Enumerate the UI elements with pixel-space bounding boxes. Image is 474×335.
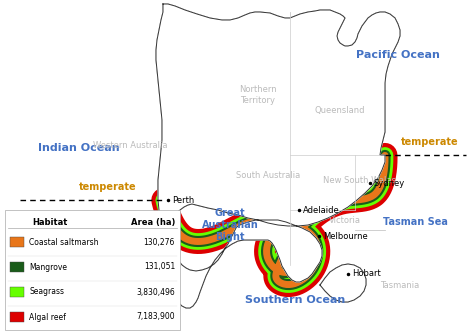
Text: Southern Ocean: Southern Ocean xyxy=(245,295,345,305)
Text: Pacific Ocean: Pacific Ocean xyxy=(356,50,440,60)
Text: Algal reef: Algal reef xyxy=(29,313,66,322)
Text: Perth: Perth xyxy=(172,196,194,204)
Text: 3,830,496: 3,830,496 xyxy=(136,287,175,296)
Bar xyxy=(10,287,24,297)
Text: Tasmania: Tasmania xyxy=(380,280,419,289)
Text: Coastal saltmarsh: Coastal saltmarsh xyxy=(29,238,99,247)
Text: Queensland: Queensland xyxy=(315,106,365,115)
Text: Area (ha): Area (ha) xyxy=(131,217,175,226)
Bar xyxy=(10,262,24,272)
Text: Seagrass: Seagrass xyxy=(29,287,64,296)
Bar xyxy=(10,237,24,247)
Polygon shape xyxy=(156,4,400,308)
Text: Northern
Territory: Northern Territory xyxy=(239,85,277,105)
Text: Habitat: Habitat xyxy=(32,217,67,226)
Polygon shape xyxy=(320,264,366,302)
Text: Hobart: Hobart xyxy=(352,269,381,278)
Text: temperate: temperate xyxy=(401,137,459,147)
Text: Tasman Sea: Tasman Sea xyxy=(383,217,448,227)
Text: Mangrove: Mangrove xyxy=(29,263,67,271)
Text: Victoria: Victoria xyxy=(329,215,361,224)
Text: New South Wales: New South Wales xyxy=(323,176,396,185)
Text: Adelaide: Adelaide xyxy=(303,205,340,214)
Text: temperate: temperate xyxy=(79,182,137,192)
Text: 130,276: 130,276 xyxy=(144,238,175,247)
Polygon shape xyxy=(156,4,400,308)
Text: Sydney: Sydney xyxy=(374,179,405,188)
Text: Melbourne: Melbourne xyxy=(323,231,368,241)
Bar xyxy=(10,312,24,322)
Text: Western Australia: Western Australia xyxy=(93,140,167,149)
Text: 7,183,900: 7,183,900 xyxy=(137,313,175,322)
Polygon shape xyxy=(320,264,366,302)
Text: 131,051: 131,051 xyxy=(144,263,175,271)
Text: Great
Australian
Bight: Great Australian Bight xyxy=(201,208,258,242)
Text: South Australia: South Australia xyxy=(236,171,300,180)
Text: Indian Ocean: Indian Ocean xyxy=(38,143,119,153)
Bar xyxy=(5,210,180,330)
